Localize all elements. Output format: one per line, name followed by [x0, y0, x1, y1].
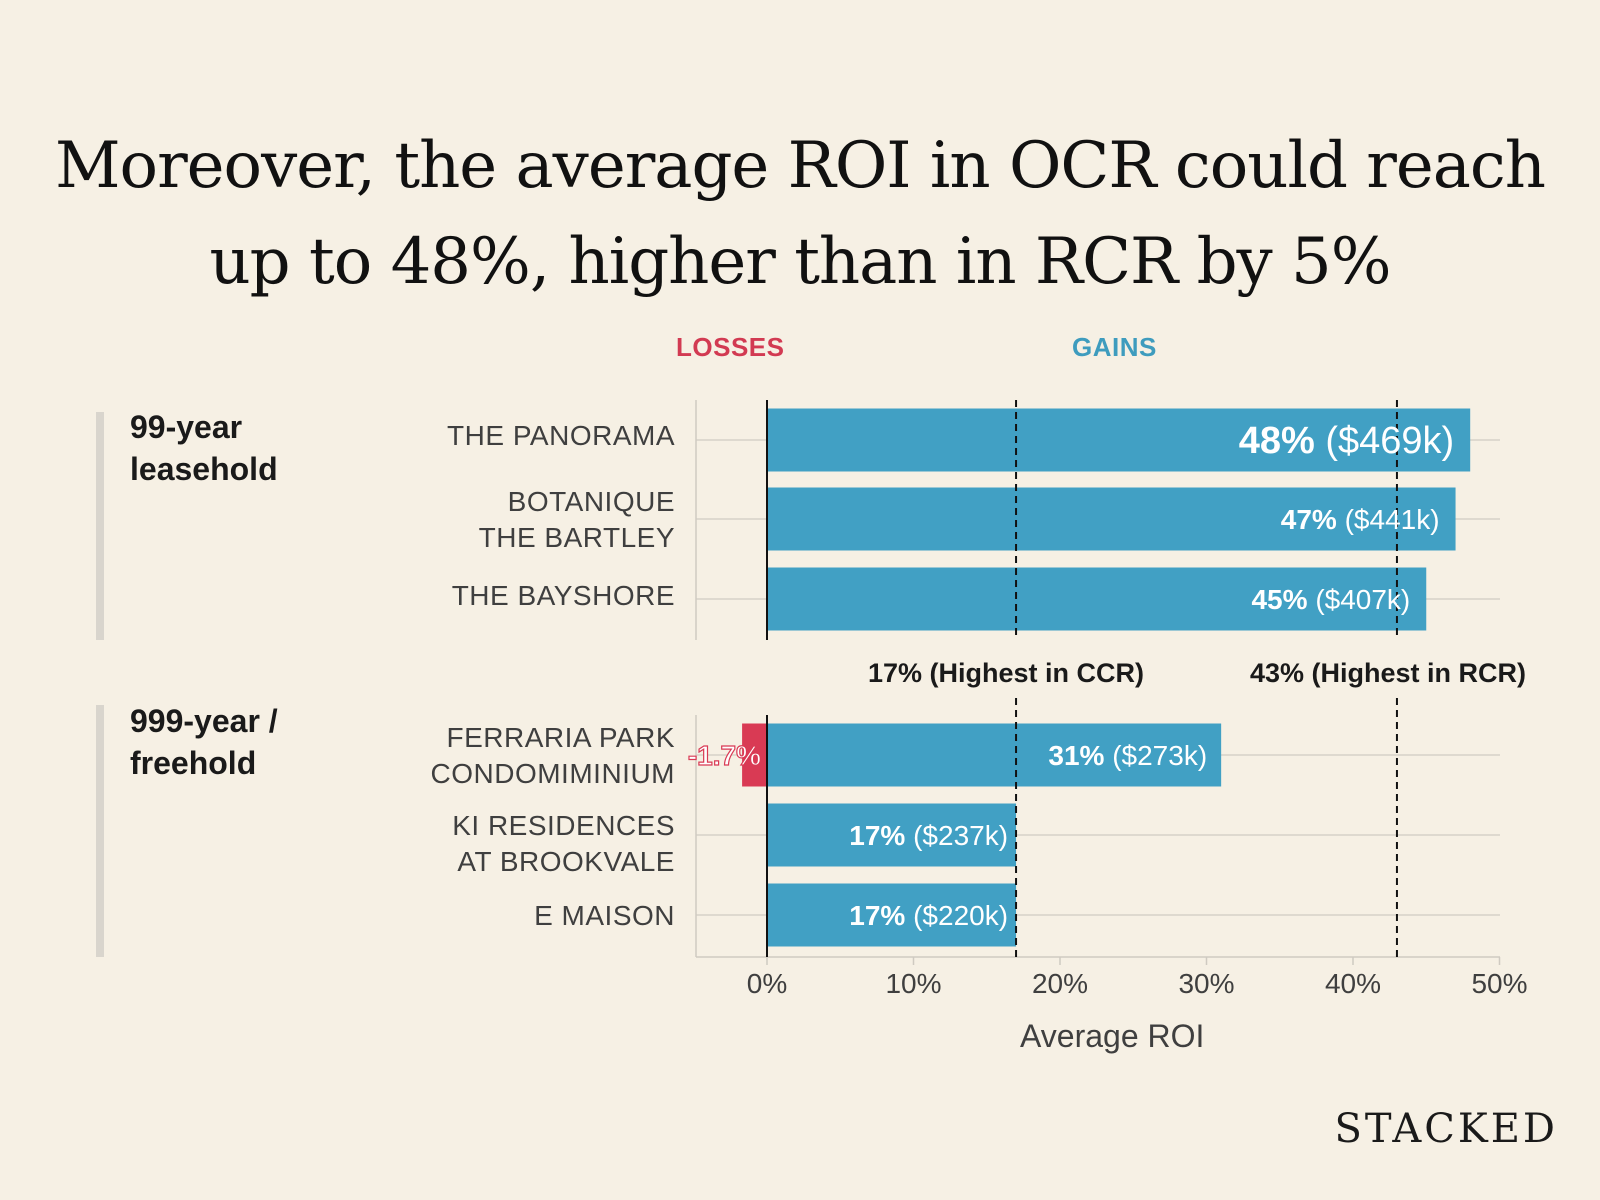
gain-bar-5	[767, 883, 1017, 947]
title-line-1: Moreover, the average ROI in OCR could r…	[55, 129, 1546, 203]
category-label-bayshore: THE BAYSHORE	[451, 580, 675, 611]
loss-label-3: -1.7%	[688, 740, 761, 771]
losses-header: LOSSES	[676, 332, 785, 362]
gain-bar-0	[767, 408, 1471, 472]
ref-label-rcr: 43% (Highest in RCR)	[1250, 658, 1527, 688]
x-tick-label-40: 40%	[1325, 968, 1381, 999]
category-label-ki-residences: KI RESIDENCES AT BROOKVALE	[452, 810, 675, 877]
ref-label-ccr: 17% (Highest in CCR)	[868, 658, 1145, 688]
group-divider-freehold	[96, 705, 104, 957]
group-label-freehold: 999-year / freehold	[130, 703, 278, 781]
x-tick-label-20: 20%	[1032, 968, 1088, 999]
gain-bar-1	[767, 487, 1456, 551]
x-tick-label-0: 0%	[747, 968, 787, 999]
title-line-2: up to 48%, higher than in RCR by 5%	[209, 225, 1391, 299]
x-tick-label-10: 10%	[885, 968, 941, 999]
category-label-panorama: THE PANORAMA	[447, 420, 675, 451]
category-label-e-maison: E MAISON	[534, 900, 675, 931]
gain-bar-4	[767, 803, 1017, 867]
data-label-4: 17% ($237k)	[849, 820, 1008, 851]
category-label-ferraria: FERRARIA PARK CONDOMIMINIUM	[430, 722, 675, 789]
group-label-leasehold: 99-year leasehold	[130, 409, 278, 487]
x-axis-label: Average ROI	[1020, 1018, 1205, 1054]
data-label-2: 45% ($407k)	[1251, 584, 1410, 615]
x-tick-label-30: 30%	[1178, 968, 1234, 999]
stacked-logo: STACKED	[1334, 1106, 1558, 1152]
data-label-0: 48% ($469k)	[1239, 420, 1454, 462]
x-tick-label-50: 50%	[1471, 968, 1527, 999]
group-divider-leasehold	[96, 412, 104, 640]
gains-header: GAINS	[1072, 332, 1157, 362]
gain-bar-2	[767, 567, 1427, 631]
gain-bar-3	[767, 723, 1222, 787]
chart-title: Moreover, the average ROI in OCR could r…	[0, 118, 1600, 310]
loss-bar-3	[742, 723, 767, 787]
data-label-1: 47% ($441k)	[1281, 504, 1440, 535]
data-label-3: 31% ($273k)	[1048, 740, 1207, 771]
category-label-botanique: BOTANIQUE THE BARTLEY	[478, 486, 675, 553]
data-label-5: 17% ($220k)	[849, 900, 1008, 931]
